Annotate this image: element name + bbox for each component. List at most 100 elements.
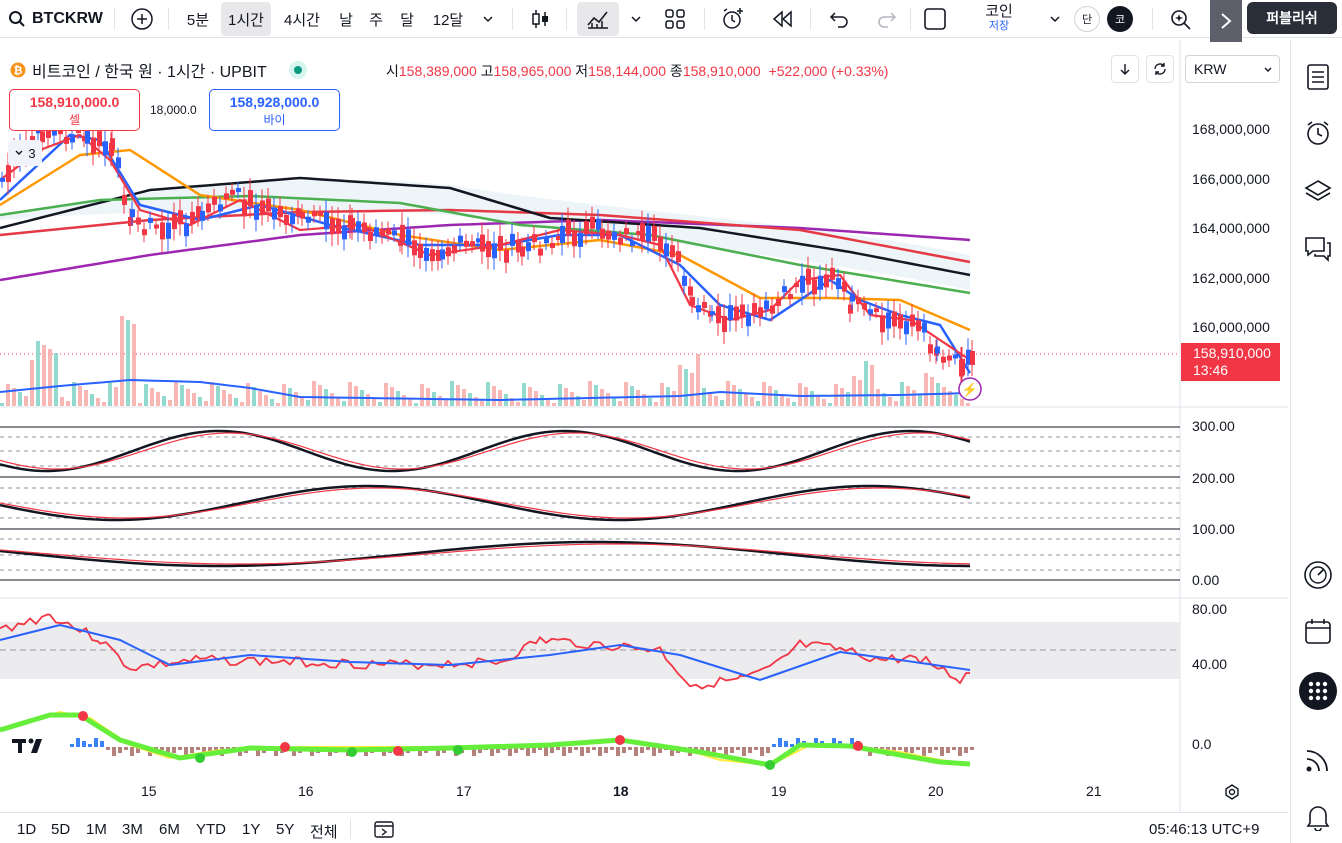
candle-body: [82, 137, 87, 142]
range-5d[interactable]: 5D: [51, 821, 71, 838]
interval-5m[interactable]: 5분: [186, 11, 210, 29]
volume-bar: [588, 381, 592, 406]
refresh-button[interactable]: [1146, 55, 1174, 83]
candle-body: [862, 303, 867, 310]
interval-4h[interactable]: 4시간: [284, 11, 320, 29]
volume-bar: [414, 403, 418, 406]
volume-bar: [870, 365, 874, 406]
candle-body: [812, 279, 817, 295]
replay-button[interactable]: [766, 0, 800, 38]
save-dropdown[interactable]: [1044, 0, 1066, 38]
chats-button[interactable]: [1303, 234, 1333, 264]
dan-toggle[interactable]: 단: [1073, 0, 1101, 38]
candle-body: [476, 238, 481, 243]
candle-body: [178, 210, 183, 225]
sell-button[interactable]: 158,910,000.0 셀: [9, 89, 140, 131]
osc-histogram-bar: [730, 747, 734, 753]
apps-button[interactable]: [1299, 672, 1337, 710]
publish-button[interactable]: 퍼블리쉬: [1247, 2, 1337, 34]
quick-search-button[interactable]: [1166, 0, 1196, 38]
candle-body: [690, 297, 695, 306]
osc-histogram-bar: [916, 747, 920, 750]
range-3m[interactable]: 3M: [122, 821, 143, 838]
osc-histogram-bar: [532, 747, 536, 753]
osc-histogram-bar: [772, 744, 776, 747]
chevron-down-icon: [631, 16, 641, 23]
osc-histogram-bar: [256, 747, 260, 756]
candle-body: [284, 214, 289, 225]
range-all[interactable]: 전체: [310, 824, 338, 841]
volume-bar: [228, 394, 232, 406]
calendar-button[interactable]: [1303, 616, 1333, 646]
signals-button[interactable]: [1303, 745, 1333, 775]
range-5y[interactable]: 5Y: [276, 821, 295, 838]
expand-panel-button[interactable]: [1210, 0, 1242, 42]
chart-type-button[interactable]: [525, 0, 555, 38]
interval-week[interactable]: 주: [369, 11, 383, 29]
axis-settings-button[interactable]: [1223, 783, 1241, 806]
volume-bar: [264, 395, 268, 406]
volume-bar: [696, 354, 700, 406]
osc-histogram-bar: [592, 747, 596, 750]
indicator-collapse-button[interactable]: 3: [8, 140, 42, 166]
alerts-panel-button[interactable]: [1303, 118, 1333, 148]
interval-12m[interactable]: 12달: [432, 11, 464, 29]
range-6m[interactable]: 6M: [159, 821, 180, 838]
candle-body: [260, 200, 265, 215]
candle-body: [922, 322, 927, 333]
interval-1h[interactable]: 1시간: [221, 2, 271, 36]
volume-bar: [186, 389, 190, 406]
volume-bar: [492, 386, 496, 406]
ideas-button[interactable]: [1303, 560, 1333, 590]
redo-button[interactable]: [872, 0, 902, 38]
osc-histogram-bar: [892, 747, 896, 753]
goto-date-button[interactable]: [373, 819, 397, 843]
object-tree-button[interactable]: [1303, 176, 1333, 206]
indicators-dropdown[interactable]: [624, 0, 648, 38]
ko-toggle[interactable]: 코: [1106, 0, 1134, 38]
osc-histogram-bar: [544, 747, 548, 756]
candle-body: [103, 141, 108, 156]
calendar-arrow-icon: [374, 821, 394, 838]
time-axis-label: 21: [1086, 783, 1102, 799]
candle-body: [612, 231, 617, 240]
gear-icon: [1225, 784, 1239, 800]
volume-bar: [582, 400, 586, 406]
osc-histogram-bar: [784, 741, 788, 747]
interval-dropdown[interactable]: [476, 0, 500, 38]
candle-body: [266, 198, 271, 212]
fullscreen-button[interactable]: [920, 0, 950, 38]
volume-bar: [210, 382, 214, 406]
layout-button[interactable]: [660, 0, 690, 38]
candle-body: [196, 206, 201, 218]
volume-bar: [378, 402, 382, 406]
range-ytd[interactable]: YTD: [196, 821, 226, 838]
range-1d[interactable]: 1D: [17, 821, 37, 838]
symbol-search-button[interactable]: BTCKRW: [8, 0, 108, 38]
interval-day[interactable]: 날: [339, 11, 353, 29]
indicators-button[interactable]: [577, 2, 619, 36]
search-icon: [9, 11, 25, 27]
scroll-down-button[interactable]: [1111, 55, 1139, 83]
candle-body: [236, 188, 241, 193]
candle-body: [116, 157, 121, 169]
price-chart-canvas[interactable]: ⚡: [0, 40, 1288, 812]
currency-select[interactable]: KRW: [1185, 55, 1280, 83]
candle-body: [374, 227, 379, 236]
range-1y[interactable]: 1Y: [242, 821, 261, 838]
watchlist-button[interactable]: [1303, 62, 1333, 92]
osc-histogram-bar: [940, 747, 944, 756]
top-toolbar: BTCKRW 5분 1시간 4시간 날 주 달 12달 코인: [0, 0, 1342, 42]
clock-display[interactable]: 05:46:13 UTC+9: [1149, 821, 1260, 838]
buy-button[interactable]: 158,928,000.0 바이: [209, 89, 340, 131]
volume-bar: [822, 399, 826, 406]
range-1m[interactable]: 1M: [86, 821, 107, 838]
volume-bar: [456, 385, 460, 406]
save-layout-button[interactable]: 코인 저장: [970, 0, 1028, 38]
alert-button[interactable]: [716, 0, 750, 38]
add-symbol-button[interactable]: [127, 0, 157, 38]
interval-month[interactable]: 달: [400, 11, 414, 29]
undo-button[interactable]: [824, 0, 854, 38]
volume-bar: [270, 399, 274, 406]
notifications-button[interactable]: [1303, 802, 1333, 832]
